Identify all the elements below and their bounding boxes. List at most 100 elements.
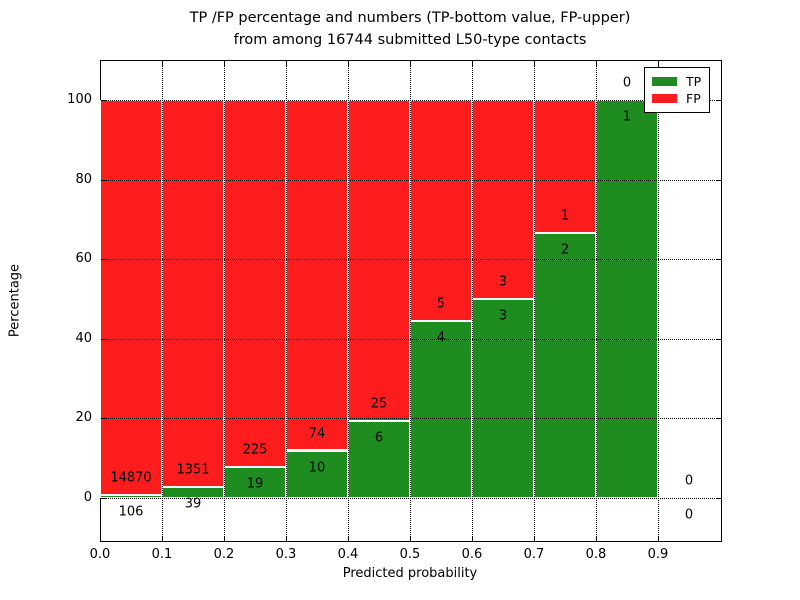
- legend: TP FP: [644, 67, 711, 113]
- tick-mark: [286, 61, 287, 66]
- tick-mark: [101, 259, 106, 261]
- tp-count-label: 0: [684, 507, 694, 523]
- gridline: [596, 61, 597, 541]
- gridline: [286, 61, 287, 541]
- tp-count-label: 10: [308, 460, 326, 475]
- x-axis-label: Predicted probability: [342, 566, 478, 581]
- bar-segment-tp: [224, 466, 286, 498]
- fp-count-label: 74: [308, 426, 326, 441]
- gridline: [162, 61, 163, 541]
- tick-mark: [101, 100, 106, 102]
- gridline: [101, 418, 721, 420]
- tick-mark: [224, 536, 225, 541]
- tick-mark: [472, 61, 473, 66]
- x-tick-label: 0.8: [585, 547, 607, 562]
- bar-segment-tp: [596, 100, 658, 498]
- legend-label-tp: TP: [686, 74, 702, 89]
- y-tick-label: 100: [67, 92, 92, 108]
- bar-segment-fp: [472, 100, 534, 299]
- fp-count-label: 3: [498, 274, 508, 290]
- y-tick-label: 20: [75, 410, 92, 426]
- bar-segment-fp: [162, 100, 224, 487]
- bar-segment-fp: [286, 100, 348, 451]
- chart-title-line2: from among 16744 submitted L50-type cont…: [233, 32, 587, 48]
- y-tick-label: 40: [75, 330, 92, 346]
- tp-count-label: 2: [560, 242, 570, 258]
- y-tick-label: 60: [75, 251, 92, 267]
- tp-count-label: 6: [374, 430, 384, 446]
- bar-segment-fp: [348, 100, 410, 421]
- gridline: [658, 61, 659, 541]
- tp-count-label: 3: [498, 308, 508, 324]
- tick-mark: [101, 179, 106, 181]
- bar-segment-tp: [286, 450, 348, 498]
- fp-count-label: 225: [242, 442, 268, 458]
- tick-mark: [716, 338, 721, 340]
- tp-count-label: 1: [622, 109, 632, 125]
- gridline: [101, 338, 721, 340]
- chart-title: TP /FP percentage and numbers (TP-bottom…: [100, 7, 720, 51]
- tick-mark: [596, 536, 597, 541]
- tp-count-label: 19: [246, 476, 264, 492]
- gridline: [348, 61, 349, 541]
- tick-mark: [716, 100, 721, 102]
- tick-mark: [716, 418, 721, 420]
- gridline: [472, 61, 473, 541]
- gridline: [224, 61, 225, 541]
- tick-mark: [534, 536, 535, 541]
- tick-mark: [224, 61, 225, 66]
- x-tick-label: 0.2: [213, 547, 235, 562]
- tp-count-label: 39: [184, 496, 202, 512]
- x-tick-label: 0.1: [151, 547, 173, 562]
- tick-mark: [101, 418, 106, 420]
- x-tick-label: 0.9: [647, 547, 669, 562]
- gridline: [101, 100, 721, 102]
- gridline: [101, 259, 721, 261]
- gridline: [101, 497, 721, 499]
- tick-mark: [658, 61, 659, 66]
- fp-swatch-icon: [652, 94, 677, 103]
- legend-row-tp: TP: [652, 73, 701, 90]
- gridline: [534, 61, 535, 541]
- fp-count-label: 25: [370, 396, 388, 412]
- legend-row-fp: FP: [652, 90, 701, 107]
- chart-title-line1: TP /FP percentage and numbers (TP-bottom…: [189, 10, 631, 26]
- tick-mark: [101, 497, 106, 499]
- bar-segment-fp: [100, 100, 162, 496]
- fp-count-label: 14870: [110, 470, 152, 486]
- tick-mark: [162, 61, 163, 66]
- tick-mark: [100, 61, 101, 66]
- x-tick-label: 0.4: [337, 547, 359, 562]
- fp-count-label: 1351: [176, 462, 210, 478]
- tp-swatch-icon: [652, 77, 677, 86]
- x-tick-label: 0.3: [275, 547, 297, 562]
- tick-mark: [348, 536, 349, 541]
- fp-count-label: 5: [436, 296, 446, 312]
- legend-label-fp: FP: [686, 91, 701, 106]
- tick-mark: [101, 338, 106, 340]
- y-tick-label: 0: [83, 489, 92, 505]
- bar-segment-tp: [100, 495, 162, 498]
- tick-mark: [716, 179, 721, 181]
- y-axis-label: Percentage: [7, 263, 23, 338]
- tick-mark: [286, 536, 287, 541]
- tick-mark: [100, 536, 101, 541]
- tp-count-label: 4: [436, 330, 446, 346]
- tick-mark: [472, 536, 473, 541]
- tick-mark: [162, 536, 163, 541]
- gridline: [101, 179, 721, 181]
- gridline: [410, 61, 411, 541]
- tick-mark: [410, 536, 411, 541]
- tick-mark: [410, 61, 411, 66]
- x-tick-label: 0.6: [461, 547, 483, 562]
- tick-mark: [658, 536, 659, 541]
- bar-segment-tp: [534, 232, 596, 498]
- tick-mark: [596, 61, 597, 66]
- tick-mark: [716, 497, 721, 499]
- tick-mark: [534, 61, 535, 66]
- fp-count-label: 0: [684, 473, 694, 489]
- fp-count-label: 0: [622, 75, 632, 91]
- x-tick-label: 0.5: [399, 547, 421, 562]
- x-tick-label: 0.0: [89, 547, 111, 562]
